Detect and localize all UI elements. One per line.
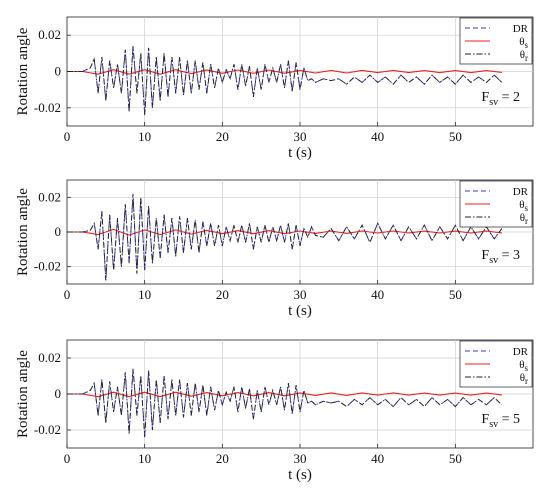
x-tick-label: 20 xyxy=(216,451,229,466)
x-tick-label: 30 xyxy=(294,287,307,302)
y-tick-label: -0.02 xyxy=(34,259,61,274)
chart-panel-3: 0 10 20 30 40 500.020-0.02t (s)Rotation angle… xyxy=(15,339,534,483)
y-tick-label: 0 xyxy=(55,224,62,239)
x-tick-label: 0 xyxy=(64,287,71,302)
x-axis-label: t (s) xyxy=(288,467,312,483)
x-tick-label: 50 xyxy=(449,287,462,302)
legend-label-1: DR xyxy=(513,346,529,358)
legend-label-1: DR xyxy=(513,23,529,35)
x-tick-label: 20 xyxy=(216,129,229,144)
x-axis-label: t (s) xyxy=(288,145,312,161)
legend-label-3: θr xyxy=(520,49,528,63)
legend-label-2: θs xyxy=(519,36,528,50)
y-axis-label: Rotation angle xyxy=(15,350,31,438)
x-tick-label: 10 xyxy=(138,129,151,144)
series-line-3 xyxy=(67,46,503,116)
x-tick-label: 0 xyxy=(64,451,71,466)
fsv-annotation: Fsv = 5 xyxy=(481,412,520,430)
series-line-2 xyxy=(67,228,502,236)
x-tick-label: 40 xyxy=(371,129,384,144)
chart-panel-2: 0 10 20 30 40 500.020-0.02t (s)Rotation angle… xyxy=(15,179,534,319)
x-tick-label: 10 xyxy=(138,451,151,466)
chart-panel-1: 0 10 20 30 40 500.020-0.02t (s)Rotation angle… xyxy=(15,16,534,161)
x-axis-label: t (s) xyxy=(288,303,312,319)
y-tick-label: 0 xyxy=(55,64,62,79)
x-tick-label: 40 xyxy=(371,287,384,302)
x-tick-label: 20 xyxy=(216,287,229,302)
x-tick-label: 0 xyxy=(64,129,71,144)
legend-label-3: θr xyxy=(520,372,528,386)
x-tick-label: 40 xyxy=(371,451,384,466)
legend-label-2: θs xyxy=(519,199,528,213)
legend-label-2: θs xyxy=(519,359,528,373)
y-tick-label: 0.02 xyxy=(38,350,61,365)
y-axis-label: Rotation angle xyxy=(15,188,31,276)
x-tick-label: 50 xyxy=(449,451,462,466)
x-tick-label: 30 xyxy=(294,451,307,466)
x-tick-label: 30 xyxy=(294,129,307,144)
legend-label-1: DR xyxy=(513,186,529,198)
y-tick-label: -0.02 xyxy=(34,422,61,437)
legend-label-3: θr xyxy=(520,212,528,226)
x-tick-label: 10 xyxy=(138,287,151,302)
y-axis-label: Rotation angle xyxy=(15,27,31,115)
series-line-3 xyxy=(67,193,503,281)
series-line-3 xyxy=(67,368,503,438)
x-tick-label: 50 xyxy=(449,129,462,144)
y-tick-label: 0.02 xyxy=(38,27,61,42)
y-tick-label: 0 xyxy=(55,386,62,401)
y-tick-label: 0.02 xyxy=(38,189,61,204)
y-tick-label: -0.02 xyxy=(34,100,61,115)
